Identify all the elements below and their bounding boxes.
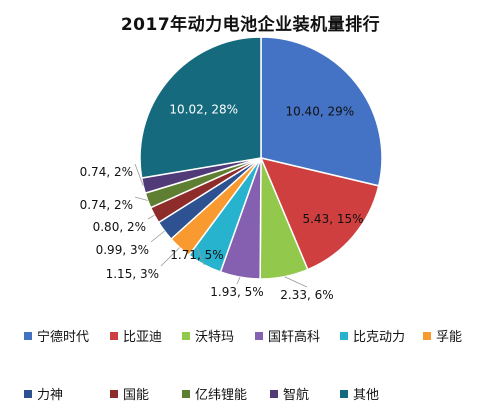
data-label-6: 0.99, 3% [96,243,149,257]
legend-swatch-1 [110,331,118,340]
legend-item-0: 宁德时代 [24,326,89,345]
leader-line-7 [147,214,155,220]
leader-line-9 [134,163,144,186]
legend-label-2: 沃特玛 [195,330,235,345]
legend-item-9: 智航 [270,384,309,403]
legend-label-5: 孚能 [436,330,463,345]
legend-swatch-4 [340,331,348,340]
legend-item-2: 沃特玛 [182,326,234,345]
legend-swatch-9 [270,389,278,398]
legend-swatch-0 [24,331,32,340]
legend-label-4: 比克动力 [353,330,406,345]
legend-swatch-10 [340,389,348,398]
legend-item-5: 孚能 [423,326,462,345]
legend-label-8: 亿纬锂能 [195,388,248,403]
legend-item-3: 国轩高科 [255,326,320,345]
data-label-2: 2.33, 6% [280,288,333,302]
pie-slice-1 [259,156,380,271]
data-label-7: 0.80, 2% [93,220,146,234]
data-label-0: 10.40, 29% [285,105,354,119]
legend-swatch-7 [110,389,118,398]
leader-line-8 [134,196,148,201]
leader-line-6 [150,230,165,243]
leader-line-3 [236,277,241,285]
legend-item-8: 亿纬锂能 [182,384,247,403]
pie-slice-10 [139,36,262,179]
legend-label-6: 力神 [37,388,64,403]
legend-item-1: 比亚迪 [110,326,162,345]
legend-label-7: 国能 [123,388,150,403]
data-label-4: 1.71, 5% [170,248,223,262]
chart-title: 2017年动力电池企业装机量排行 [120,15,381,35]
leader-line-4 [196,246,205,265]
legend-item-7: 国能 [110,384,149,403]
legend-label-1: 比亚迪 [123,330,163,345]
data-label-3: 1.93, 5% [210,285,263,299]
legend-label-9: 智航 [283,388,310,403]
legend-swatch-5 [423,331,431,340]
legend-label-0: 宁德时代 [37,330,90,345]
data-label-10: 10.02, 28% [169,103,238,117]
leader-line-2 [284,276,308,288]
pie-slice-0 [260,36,383,187]
data-label-9: 0.74, 2% [80,165,133,179]
legend-label-10: 其他 [353,388,380,403]
legend-swatch-6 [24,389,32,398]
legend-label-3: 国轩高科 [268,330,321,345]
data-label-1: 5.43, 15% [302,212,363,226]
data-label-8: 0.74, 2% [80,198,133,212]
legend-swatch-3 [255,331,263,340]
legend-swatch-8 [182,389,190,398]
leader-line-5 [160,247,180,267]
legend-item-10: 其他 [340,384,379,403]
data-label-5: 1.15, 3% [106,267,159,281]
legend-swatch-2 [182,331,190,340]
legend-item-4: 比克动力 [340,326,405,345]
legend-item-6: 力神 [24,384,63,403]
